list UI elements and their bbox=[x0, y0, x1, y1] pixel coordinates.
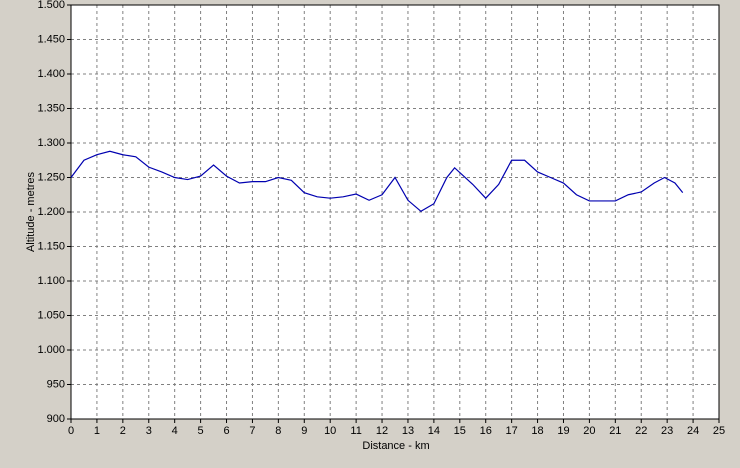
x-tick-label: 9 bbox=[301, 425, 307, 437]
y-tick-label: 1.000 bbox=[37, 344, 65, 356]
y-tick-label: 1.200 bbox=[37, 206, 65, 218]
x-tick-label: 12 bbox=[376, 425, 388, 437]
x-tick-label: 19 bbox=[557, 425, 569, 437]
x-axis-label: Distance - km bbox=[362, 440, 429, 452]
y-tick-label: 1.300 bbox=[37, 137, 65, 149]
x-tick-label: 0 bbox=[68, 425, 74, 437]
x-tick-label: 13 bbox=[402, 425, 414, 437]
x-tick-label: 14 bbox=[428, 425, 440, 437]
x-tick-label: 7 bbox=[249, 425, 255, 437]
x-tick-label: 11 bbox=[350, 425, 361, 437]
y-tick-label: 1.400 bbox=[37, 68, 65, 80]
x-tick-label: 22 bbox=[635, 425, 647, 437]
y-tick-label: 950 bbox=[47, 378, 65, 390]
y-tick-label: 1.250 bbox=[37, 171, 65, 183]
x-tick-label: 3 bbox=[146, 425, 152, 437]
y-tick-label: 1.050 bbox=[37, 309, 65, 321]
x-tick-label: 6 bbox=[223, 425, 229, 437]
plot-border bbox=[70, 4, 720, 420]
x-tick-label: 25 bbox=[713, 425, 725, 437]
y-axis-label: Altitude - metres bbox=[25, 171, 37, 252]
y-tick-label: 1.350 bbox=[37, 102, 65, 114]
x-tick-label: 10 bbox=[324, 425, 336, 437]
x-tick-label: 1 bbox=[94, 425, 100, 437]
x-tick-label: 5 bbox=[198, 425, 204, 437]
x-tick-label: 16 bbox=[480, 425, 492, 437]
x-tick-label: 4 bbox=[172, 425, 178, 437]
x-tick-label: 15 bbox=[454, 425, 466, 437]
y-tick-label: 900 bbox=[47, 413, 65, 425]
x-tick-label: 23 bbox=[661, 425, 673, 437]
x-tick-label: 17 bbox=[506, 425, 518, 437]
altitude-line bbox=[70, 150, 684, 213]
x-tick-label: 20 bbox=[583, 425, 595, 437]
x-tick-label: 21 bbox=[609, 425, 621, 437]
x-tick-label: 2 bbox=[120, 425, 126, 437]
y-tick-label: 1.500 bbox=[37, 0, 65, 11]
x-tick-label: 18 bbox=[531, 425, 543, 437]
x-tick-label: 24 bbox=[687, 425, 699, 437]
y-tick-label: 1.100 bbox=[37, 275, 65, 287]
y-tick-label: 1.450 bbox=[37, 33, 65, 45]
x-tick-label: 8 bbox=[275, 425, 281, 437]
y-tick-label: 1.150 bbox=[37, 240, 65, 252]
